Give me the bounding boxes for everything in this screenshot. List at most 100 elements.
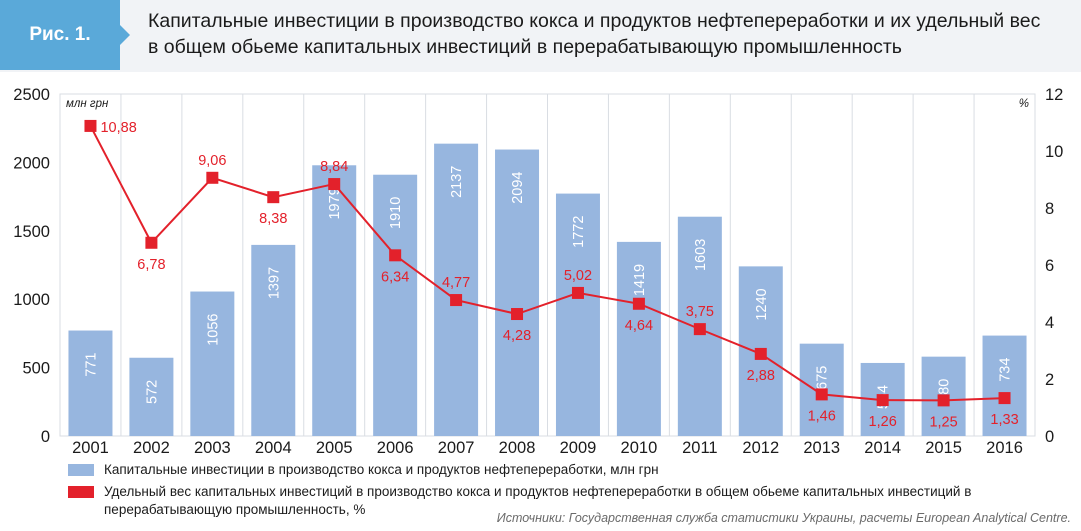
y-right-tick-label: 0 (1045, 428, 1054, 446)
line-point (450, 294, 463, 307)
bar-value-label: 1979 (327, 187, 343, 219)
bar-value-label: 2094 (510, 172, 526, 204)
line-value-label: 6,34 (381, 269, 409, 285)
y-left-tick-label: 0 (41, 428, 50, 446)
legend-swatch-line (68, 486, 94, 498)
line-value-label: 3,75 (686, 304, 714, 320)
figure-label: Рис. 1. (0, 0, 130, 70)
title-line-1: Капитальные инвестиции в производство ко… (148, 10, 1041, 32)
bar (190, 291, 235, 436)
legend-label-bars: Капитальные инвестиции в производство ко… (104, 462, 659, 477)
bar (616, 241, 661, 436)
legend: Капитальные инвестиции в производство ко… (62, 461, 1062, 519)
y-left-tick-label: 2500 (13, 86, 50, 104)
x-tick-label: 2006 (377, 439, 414, 457)
line-value-label: 6,78 (137, 257, 165, 273)
x-tick-label: 2016 (986, 439, 1023, 457)
x-tick-label: 2013 (803, 439, 840, 457)
line-point (876, 394, 889, 407)
line-value-label: 2,88 (747, 368, 775, 384)
source-note: Источники: Государственная служба статис… (496, 511, 1071, 525)
bar (555, 193, 600, 436)
line-point (754, 347, 767, 360)
x-tick-label: 2009 (560, 439, 597, 457)
line-value-label: 1,25 (929, 414, 957, 430)
line-point (571, 286, 584, 299)
y-left-tick-label: 1500 (13, 223, 50, 241)
line-value-label: 9,06 (198, 153, 226, 169)
bar-value-label: 1910 (388, 197, 404, 229)
bar-value-label: 1419 (632, 264, 648, 296)
y-right-axis-label: % (1019, 98, 1029, 110)
y-right-tick-label: 2 (1045, 371, 1054, 389)
x-tick-label: 2011 (682, 439, 717, 457)
line-point (998, 392, 1011, 405)
legend-swatch-bar (68, 464, 94, 476)
x-tick-label: 2001 (72, 439, 109, 457)
bar (495, 149, 540, 436)
line-point (937, 394, 950, 407)
x-tick-label: 2014 (864, 439, 901, 457)
x-tick-label: 2008 (499, 439, 536, 457)
x-tick-label: 2003 (194, 439, 231, 457)
line-point (389, 249, 402, 262)
line-point (206, 171, 219, 184)
line-series: 10,88 6,78 9,06 8,38 8,84 6,34 4,77 4,28 5,02 4,6… (84, 119, 1019, 430)
bar-value-label: 1397 (266, 267, 282, 299)
line-point (328, 178, 341, 191)
y-right-tick-label: 4 (1045, 314, 1054, 332)
x-tick-label: 2004 (255, 439, 292, 457)
bar-value-label: 1772 (571, 216, 587, 248)
bar (251, 244, 296, 436)
y-left-tick-label: 500 (22, 360, 50, 378)
bar-value-label: 2137 (449, 166, 465, 198)
bar-value-label: 771 (83, 353, 99, 377)
bar (312, 165, 357, 436)
chart-area: 771 572 1056 1397 1979 1910 2137 2094 1772 1419 16… (13, 86, 1063, 457)
bar (68, 330, 113, 436)
y-left-axis-label: млн грн (66, 98, 109, 110)
bar (373, 174, 418, 436)
line-point (511, 308, 524, 321)
legend-label-line-2: перерабатывающую промышленность, % (104, 502, 366, 517)
y-right-tick-label: 12 (1045, 86, 1063, 104)
line-value-label: 8,84 (320, 159, 348, 175)
legend-label-line-1: Удельный вес капитальных инвестиций в пр… (104, 484, 972, 499)
line-path (89, 125, 1005, 402)
line-value-label: 8,38 (259, 211, 287, 227)
line-value-label: 1,33 (990, 412, 1018, 428)
line-point (632, 297, 645, 310)
bar-value-label: 572 (144, 380, 160, 404)
legend-item-line: Удельный вес капитальных инвестиций в пр… (62, 483, 1062, 519)
line-value-label: 5,02 (564, 268, 592, 284)
y-right-tick-label: 10 (1045, 143, 1063, 161)
x-tick-label: 2002 (133, 439, 170, 457)
bar-value-label: 734 (998, 358, 1014, 382)
bar-value-label: 1056 (205, 314, 221, 346)
chart-title: Капитальные инвестиции в производство ко… (148, 8, 1068, 60)
line-value-label: 1,26 (869, 414, 897, 430)
line-value-label: 1,46 (808, 408, 836, 424)
line-value-label: 4,64 (625, 318, 653, 334)
line-point (693, 323, 706, 336)
bar-value-label: 1603 (693, 239, 709, 271)
line-value-label: 4,28 (503, 328, 531, 344)
bar (129, 357, 174, 436)
x-tick-label: 2005 (316, 439, 353, 457)
y-right-tick-label: 8 (1045, 200, 1054, 218)
x-tick-label: 2010 (621, 439, 658, 457)
line-point (145, 236, 158, 249)
y-left-tick-label: 1000 (13, 291, 50, 309)
header-band (0, 0, 1081, 72)
line-point (84, 119, 97, 132)
axes: 0 500 1000 1500 2000 2500 0 2 4 6 8 10 12 млн грн % 200… (13, 86, 1063, 457)
x-tick-label: 2012 (742, 439, 779, 457)
line-point (815, 388, 828, 401)
line-value-label: 4,77 (442, 275, 470, 291)
bar (982, 335, 1027, 436)
x-tick-label: 2007 (438, 439, 475, 457)
line-value-label: 10,88 (100, 120, 136, 136)
bar-value-label: 1240 (754, 288, 770, 320)
bar-series: 771 572 1056 1397 1979 1910 2137 2094 1772 1419 16… (68, 143, 1027, 437)
y-left-tick-label: 2000 (13, 154, 50, 172)
